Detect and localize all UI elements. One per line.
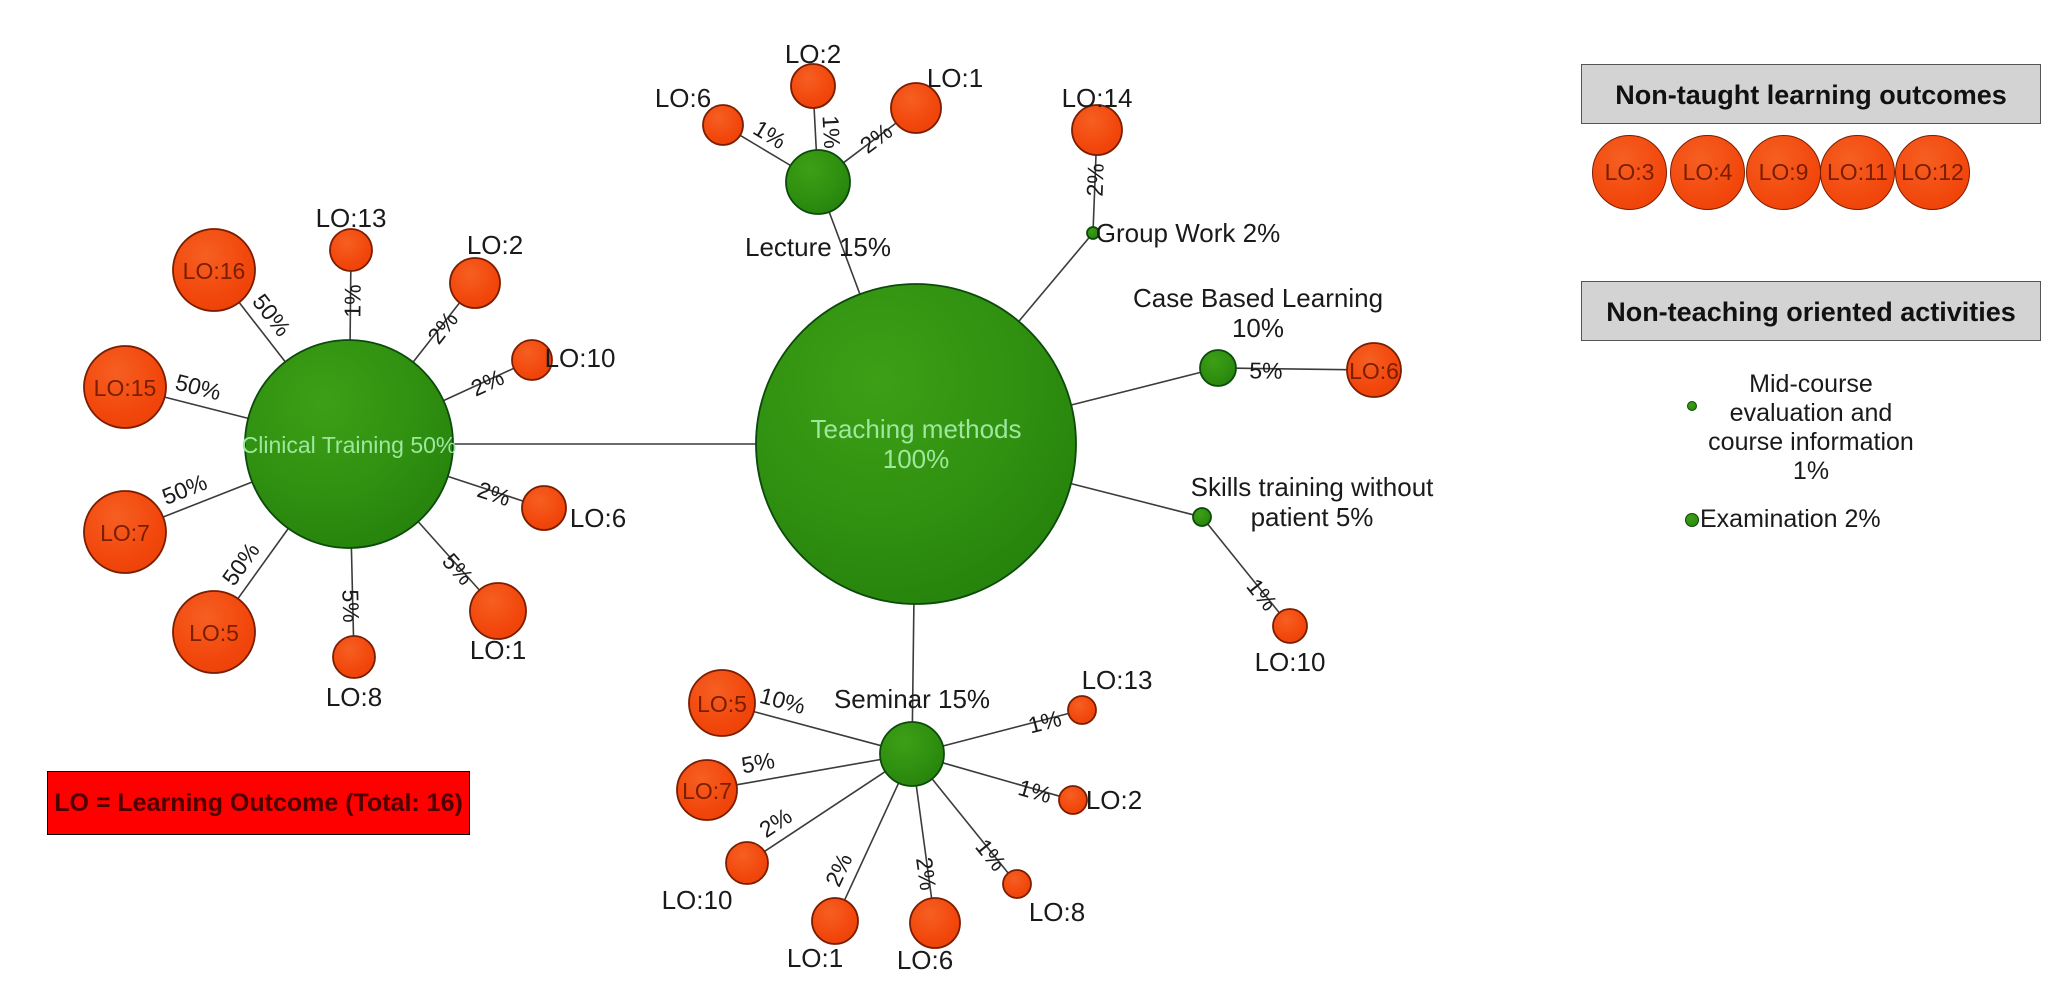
svg-text:LO:15: LO:15 (94, 375, 157, 401)
svg-text:2%: 2% (754, 803, 796, 843)
svg-text:50%: 50% (158, 469, 210, 510)
svg-text:LO:6: LO:6 (570, 503, 626, 533)
svg-text:LO:8: LO:8 (326, 682, 382, 712)
svg-text:5%: 5% (437, 548, 479, 590)
svg-text:50%: 50% (173, 369, 224, 406)
svg-text:Seminar 15%: Seminar 15% (834, 684, 990, 714)
svg-text:5%: 5% (1249, 357, 1283, 383)
svg-text:LO:6: LO:6 (655, 83, 711, 113)
svg-text:LO:7: LO:7 (100, 520, 150, 546)
svg-text:LO:6: LO:6 (897, 945, 953, 975)
svg-text:5%: 5% (739, 747, 776, 778)
svg-text:Clinical Training 50%: Clinical Training 50% (242, 432, 457, 458)
svg-text:patient 5%: patient 5% (1251, 502, 1374, 532)
svg-text:LO:7: LO:7 (682, 778, 732, 804)
svg-text:LO:5: LO:5 (189, 620, 239, 646)
svg-text:5%: 5% (337, 589, 364, 623)
svg-text:1%: 1% (749, 115, 791, 154)
svg-text:LO:6: LO:6 (1349, 358, 1399, 384)
svg-text:Group Work 2%: Group Work 2% (1096, 218, 1280, 248)
svg-text:2%: 2% (855, 118, 897, 159)
svg-text:LO:2: LO:2 (1086, 785, 1142, 815)
svg-text:LO:1: LO:1 (470, 635, 526, 665)
svg-text:LO:1: LO:1 (787, 943, 843, 973)
svg-text:LO:2: LO:2 (785, 39, 841, 69)
svg-text:2%: 2% (467, 364, 508, 402)
svg-text:LO:2: LO:2 (467, 230, 523, 260)
svg-text:LO:10: LO:10 (1255, 647, 1326, 677)
svg-text:1%: 1% (818, 115, 846, 150)
svg-text:Skills training without: Skills training without (1191, 472, 1435, 502)
svg-text:1%: 1% (339, 284, 365, 318)
svg-text:Teaching methods: Teaching methods (810, 414, 1021, 444)
svg-text:50%: 50% (217, 538, 265, 591)
svg-text:LO:13: LO:13 (1082, 665, 1153, 695)
svg-text:1%: 1% (1025, 705, 1064, 738)
svg-text:2%: 2% (474, 476, 514, 511)
svg-text:1%: 1% (1015, 774, 1054, 808)
svg-text:LO:5: LO:5 (697, 691, 747, 717)
svg-text:LO:14: LO:14 (1062, 83, 1133, 113)
svg-text:LO:13: LO:13 (316, 203, 387, 233)
svg-text:100%: 100% (883, 444, 950, 474)
svg-text:50%: 50% (247, 289, 296, 341)
svg-text:LO:10: LO:10 (545, 343, 616, 373)
svg-text:LO:1: LO:1 (927, 63, 983, 93)
svg-text:2%: 2% (1081, 163, 1108, 197)
svg-text:10%: 10% (757, 682, 808, 719)
svg-text:10%: 10% (1232, 313, 1284, 343)
svg-text:Case Based Learning: Case Based Learning (1133, 283, 1383, 313)
svg-text:LO:16: LO:16 (183, 258, 246, 284)
svg-text:Lecture 15%: Lecture 15% (745, 232, 891, 262)
svg-text:2%: 2% (911, 855, 941, 891)
svg-text:LO:10: LO:10 (662, 885, 733, 915)
svg-text:LO:8: LO:8 (1029, 897, 1085, 927)
